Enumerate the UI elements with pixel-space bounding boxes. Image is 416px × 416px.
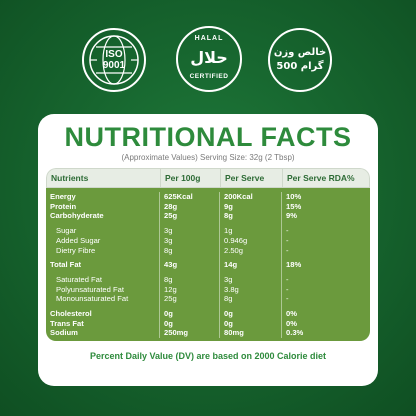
globe-icon xyxy=(89,35,139,85)
page-title: NUTRITIONAL FACTS xyxy=(64,122,352,152)
halal-arabic-text: حلال xyxy=(190,48,228,67)
serving-subtitle: (Approximate Values) Serving Size: 32g (… xyxy=(121,153,295,162)
row-spacer xyxy=(160,221,220,227)
rda-value: - xyxy=(286,274,289,284)
per-serve-value: 0g xyxy=(220,309,282,319)
rda-value: - xyxy=(286,235,289,245)
nutrient-name: Carbohyderate xyxy=(46,211,160,222)
row-spacer xyxy=(220,221,282,227)
rda-value: 0% xyxy=(286,309,297,319)
nutrient-name: Sodium xyxy=(46,328,160,339)
per-serve-value: 200Kcal xyxy=(220,192,282,202)
per-serve-value: 2.50g xyxy=(220,245,282,256)
weight-value: 500 گرام xyxy=(276,61,324,72)
row-spacer xyxy=(160,304,220,310)
per-serve-value: 0g xyxy=(220,318,282,329)
per-100g-value: 8g xyxy=(160,274,220,285)
nutrient-name: Energy xyxy=(46,192,160,202)
iso-label: ISO 9001 xyxy=(84,49,144,71)
per-serve-value: 3.8g xyxy=(220,284,282,295)
per-serve-value: 3g xyxy=(220,274,282,285)
nutrition-table: Nutrients Per 100g Per Serve Per Serve R… xyxy=(46,168,370,342)
rda-value: - xyxy=(286,245,289,255)
rda-value: 0.3% xyxy=(286,328,304,338)
nutrient-name: Saturated Fat xyxy=(46,274,160,285)
row-spacer xyxy=(220,255,282,261)
header-nutrients: Nutrients xyxy=(47,169,161,187)
row-spacer xyxy=(46,269,160,275)
per-100g-value: 25g xyxy=(160,294,220,305)
rda-value: 15% xyxy=(286,201,302,211)
halal-badge: HALAL حلال CERTIFIED xyxy=(176,26,242,92)
halal-bottom-text: CERTIFIED xyxy=(189,73,229,80)
per-100g-value: 43g xyxy=(160,260,220,270)
header-per-serve: Per Serve xyxy=(221,169,283,187)
badge-row: ISO 9001 HALAL حلال CERTIFIED خالص وزن 5… xyxy=(0,26,416,100)
per-serve-value: 80mg xyxy=(220,328,282,339)
halal-top-text: HALAL xyxy=(194,35,224,42)
nutrient-name: Protein xyxy=(46,201,160,212)
rda-value: - xyxy=(286,226,289,236)
nutrient-name: Monounsaturated Fat xyxy=(46,294,160,305)
iso-line2: 9001 xyxy=(102,60,126,71)
iso-badge: ISO 9001 xyxy=(82,28,146,92)
table-header: Nutrients Per 100g Per Serve Per Serve R… xyxy=(46,168,370,188)
footer-note: Percent Daily Value (DV) are based on 20… xyxy=(89,351,327,362)
row-spacer xyxy=(220,304,282,310)
per-serve-value: 1g xyxy=(220,226,282,236)
weight-badge: خالص وزن 500 گرام xyxy=(268,28,332,92)
nutrient-name: Sugar xyxy=(46,226,160,236)
row-spacer xyxy=(220,269,282,275)
weight-arabic-text: خالص وزن xyxy=(273,47,327,58)
nutrient-name: Total Fat xyxy=(46,260,160,270)
row-spacer xyxy=(160,269,220,275)
nutrient-name: Added Sugar xyxy=(46,235,160,246)
rda-value: 10% xyxy=(286,192,302,201)
nutrient-name: Polyunsaturated Fat xyxy=(46,284,160,295)
per-serve-value: 8g xyxy=(220,211,282,222)
rda-value: - xyxy=(286,294,289,304)
header-per-100g: Per 100g xyxy=(161,169,221,187)
nutrition-card: NUTRITIONAL FACTS (Approximate Values) S… xyxy=(38,114,378,386)
rda-value: - xyxy=(286,284,289,294)
per-100g-value: 25g xyxy=(160,211,220,222)
rda-value: 0% xyxy=(286,318,297,328)
header-rda: Per Serve RDA% xyxy=(287,173,355,183)
row-spacer xyxy=(46,221,160,227)
per-100g-value: 250mg xyxy=(160,328,220,339)
per-100g-value: 625Kcal xyxy=(160,192,220,202)
per-100g-value: 8g xyxy=(160,245,220,256)
row-spacer xyxy=(46,255,160,261)
per-serve-value: 8g xyxy=(220,294,282,305)
per-100g-value: 28g xyxy=(160,201,220,212)
table-body: Energy 625Kcal 200Kcal 10% Protein 28g 9g 15% Ca… xyxy=(46,188,370,342)
nutrient-name: Cholesterol xyxy=(46,309,160,319)
iso-line1: ISO xyxy=(105,49,123,60)
per-100g-value: 3g xyxy=(160,235,220,246)
per-serve-value: 0.946g xyxy=(220,235,282,246)
row-spacer xyxy=(160,255,220,261)
row-spacer xyxy=(46,304,160,310)
per-serve-value: 14g xyxy=(220,260,282,270)
nutrient-name: Trans Fat xyxy=(46,318,160,329)
nutrient-name: Dietry Fibre xyxy=(46,245,160,256)
rda-value: 18% xyxy=(286,260,302,270)
per-100g-value: 0g xyxy=(160,309,220,319)
per-serve-value: 9g xyxy=(220,201,282,212)
per-100g-value: 12g xyxy=(160,284,220,295)
per-100g-value: 0g xyxy=(160,318,220,329)
rda-value: 9% xyxy=(286,211,297,221)
per-100g-value: 3g xyxy=(160,226,220,236)
